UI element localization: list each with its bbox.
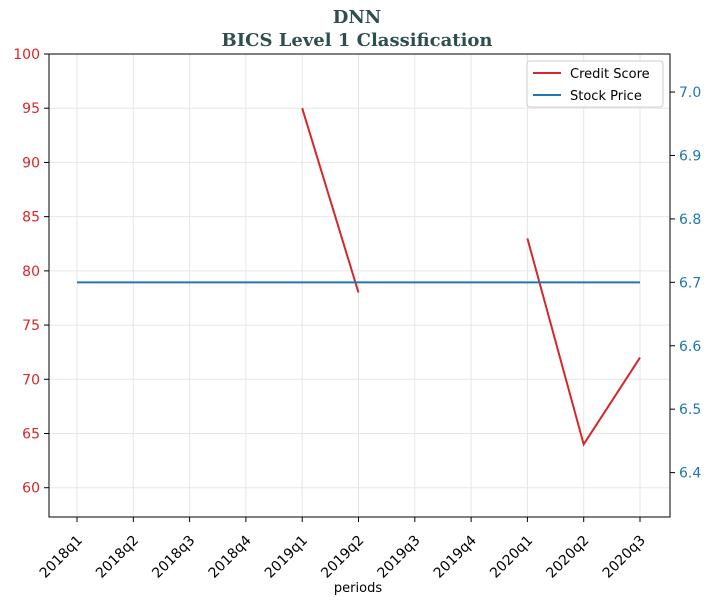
grid — [49, 53, 670, 517]
x-tick-label: 2019q4 — [431, 532, 480, 581]
x-axis-label: periods — [334, 581, 382, 596]
x-tick-label: 2019q2 — [318, 533, 367, 582]
x-tick-label: 2019q1 — [262, 533, 311, 582]
x-tick-label: 2018q1 — [37, 533, 86, 582]
y-left-tick-label: 100 — [13, 47, 40, 63]
legend: Credit Score Stock Price — [526, 60, 664, 108]
y-right-tick-label: 6.5 — [679, 402, 701, 418]
x-tick-label: 2020q1 — [487, 533, 536, 582]
x-tick-label: 2019q3 — [375, 533, 424, 582]
x-tick-label: 2018q3 — [149, 533, 198, 582]
y-left-tick-label: 90 — [22, 155, 40, 171]
y-left-tick-label: 65 — [22, 427, 40, 443]
chart-subtitle: BICS Level 1 Classification — [221, 30, 492, 51]
legend-label-credit-score: Credit Score — [570, 67, 650, 82]
x-tick-label: 2020q3 — [600, 533, 649, 582]
series-line-credit-score — [526, 238, 641, 447]
x-tick-label: 2018q2 — [93, 533, 142, 582]
x-tick-label: 2018q4 — [206, 532, 255, 581]
y-left-tick-label: 95 — [22, 101, 40, 117]
plot-frame — [48, 53, 671, 518]
y-left-tick-label: 75 — [22, 318, 40, 334]
legend-label-stock-price: Stock Price — [570, 89, 642, 104]
y-right-tick-label: 7.0 — [679, 85, 701, 101]
y-left-tick-label: 80 — [22, 264, 40, 280]
series-line-credit-score — [301, 107, 360, 293]
axes: 60 65 70 75 80 85 90 95 100 6.4 6.5 6.6 6.7 6.8 6.9 7.0… — [13, 47, 701, 582]
chart-title: DNN — [333, 7, 382, 28]
y-right-tick-label: 6.4 — [679, 466, 701, 482]
y-left-tick-label: 60 — [22, 481, 40, 497]
y-left-tick-label: 70 — [22, 372, 40, 388]
x-tick-label: 2020q2 — [543, 533, 592, 582]
y-left-tick-label: 85 — [22, 210, 40, 226]
y-right-tick-label: 6.6 — [679, 339, 701, 355]
series-layer — [77, 107, 641, 447]
y-right-tick-label: 6.7 — [679, 275, 701, 291]
y-right-tick-label: 6.8 — [679, 212, 701, 228]
y-right-tick-label: 6.9 — [679, 148, 701, 164]
